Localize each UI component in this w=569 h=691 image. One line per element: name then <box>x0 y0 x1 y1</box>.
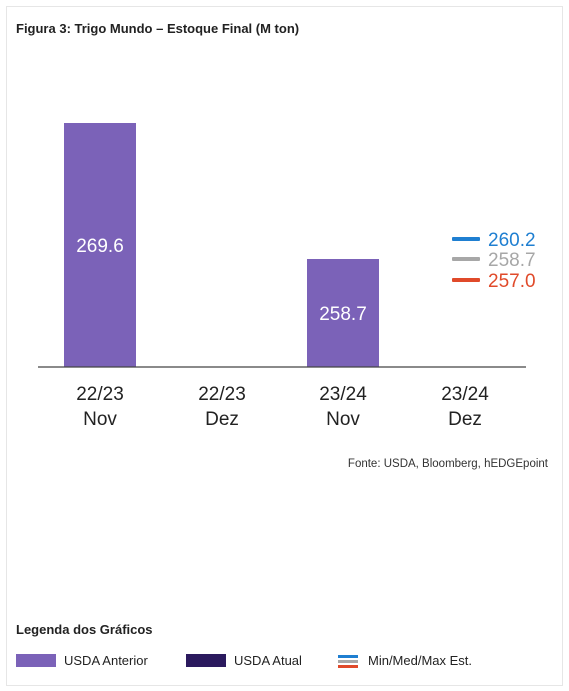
legend-item-usda-anterior: USDA Anterior <box>16 653 148 668</box>
x-tick-label-1-1: Dez <box>205 409 239 430</box>
legend-title: Legenda dos Gráficos <box>16 622 153 637</box>
legend-label-min-med-max: Min/Med/Max Est. <box>368 653 473 668</box>
estimate-max-marker <box>452 237 480 241</box>
bar-usda-anterior-2 <box>307 259 379 367</box>
bar-data-label-0: 269.6 <box>76 236 124 257</box>
legend-swatch-usda-atual <box>186 654 226 667</box>
legend-item-min-med-max: Min/Med/Max Est. <box>338 653 472 668</box>
estimate-max-label: 260.2 <box>488 230 536 251</box>
legend-swatch-usda-anterior <box>16 654 56 667</box>
bar-usda-anterior-0 <box>64 123 136 367</box>
chart-title: Figura 3: Trigo Mundo – Estoque Final (M… <box>16 21 300 36</box>
x-tick-label-2-0: 23/24 <box>319 384 367 405</box>
x-tick-label-3-0: 23/24 <box>441 384 489 405</box>
estimate-med-marker <box>452 257 480 261</box>
legend: USDA Anterior USDA Atual Min/Med/Max Est… <box>16 653 556 671</box>
legend-item-usda-atual: USDA Atual <box>186 653 302 668</box>
x-tick-label-1-0: 22/23 <box>198 384 246 405</box>
estimate-med-label: 258.7 <box>488 250 536 271</box>
min-med-max-lines-icon <box>338 654 358 668</box>
x-tick-label-3-1: Dez <box>448 409 482 430</box>
x-tick-label-0-0: 22/23 <box>76 384 124 405</box>
estimate-min-marker <box>452 278 480 282</box>
x-tick-label-0-1: Nov <box>83 409 117 430</box>
legend-label-usda-atual: USDA Atual <box>234 653 302 668</box>
bar-chart: 269.6 258.7 22/23 Nov 22/23 Dez 23/24 Nov 23/24 D… <box>38 123 536 430</box>
legend-label-usda-anterior: USDA Anterior <box>64 653 148 668</box>
source-note: Fonte: USDA, Bloomberg, hEDGEpoint <box>347 458 548 470</box>
bar-data-label-2: 258.7 <box>319 304 367 325</box>
estimate-min-label: 257.0 <box>488 271 536 292</box>
x-tick-label-2-1: Nov <box>326 409 360 430</box>
